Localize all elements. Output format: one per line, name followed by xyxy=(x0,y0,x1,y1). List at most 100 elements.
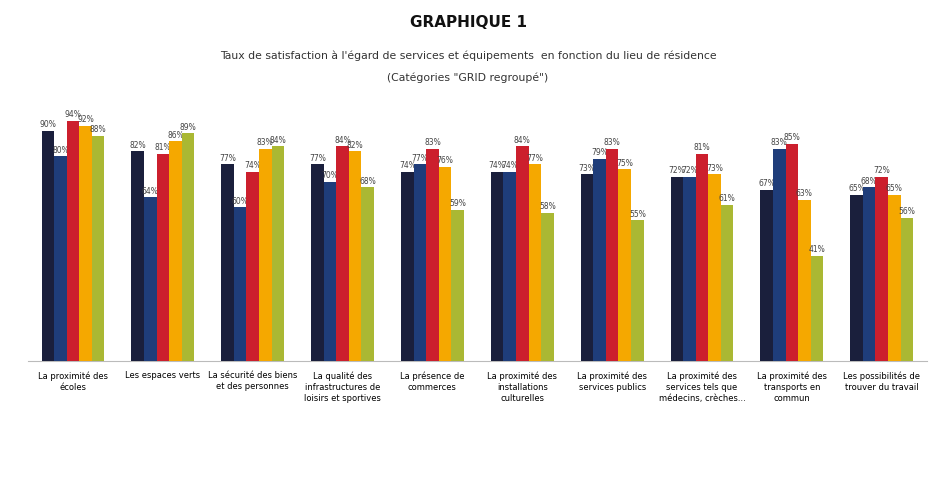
Bar xyxy=(414,164,426,361)
Bar xyxy=(798,200,811,361)
Text: 79%: 79% xyxy=(592,148,608,157)
Text: 74%: 74% xyxy=(244,161,261,170)
Bar xyxy=(850,195,863,361)
Text: 83%: 83% xyxy=(771,138,788,147)
Text: 85%: 85% xyxy=(783,133,800,142)
Bar xyxy=(144,197,156,361)
Bar xyxy=(324,182,336,361)
Text: 89%: 89% xyxy=(180,123,197,132)
Bar xyxy=(504,172,516,361)
Text: 56%: 56% xyxy=(899,207,915,216)
Bar xyxy=(156,154,169,361)
Bar xyxy=(900,218,914,361)
Text: 81%: 81% xyxy=(694,143,710,152)
Bar xyxy=(541,212,554,361)
Bar xyxy=(439,167,451,361)
Text: 74%: 74% xyxy=(489,161,505,170)
Bar xyxy=(246,172,259,361)
Text: 73%: 73% xyxy=(706,164,723,173)
Text: 68%: 68% xyxy=(359,176,376,185)
Text: (Catégories "GRID regroupé"): (Catégories "GRID regroupé") xyxy=(388,73,548,83)
Bar xyxy=(182,133,195,361)
Text: 68%: 68% xyxy=(861,176,878,185)
Text: 67%: 67% xyxy=(758,179,775,188)
Text: 83%: 83% xyxy=(424,138,441,147)
Bar xyxy=(41,131,54,361)
Bar xyxy=(811,256,824,361)
Text: 82%: 82% xyxy=(129,141,146,150)
Text: 84%: 84% xyxy=(270,136,286,145)
Bar xyxy=(516,146,529,361)
Text: 77%: 77% xyxy=(309,153,326,162)
Bar xyxy=(631,220,644,361)
Text: 72%: 72% xyxy=(873,166,890,175)
Bar xyxy=(361,187,374,361)
Bar xyxy=(888,195,900,361)
Bar xyxy=(760,189,773,361)
Bar xyxy=(336,146,349,361)
Bar xyxy=(92,136,105,361)
Text: 65%: 65% xyxy=(885,184,902,193)
Bar xyxy=(606,149,619,361)
Bar xyxy=(785,144,798,361)
Text: 94%: 94% xyxy=(65,110,81,119)
Text: 59%: 59% xyxy=(449,199,466,208)
Bar xyxy=(234,207,246,361)
Text: 83%: 83% xyxy=(604,138,621,147)
Bar xyxy=(426,149,439,361)
Bar xyxy=(863,187,875,361)
Text: 75%: 75% xyxy=(616,159,633,168)
Text: 83%: 83% xyxy=(256,138,273,147)
Bar xyxy=(451,210,464,361)
Text: 86%: 86% xyxy=(167,131,183,140)
Bar xyxy=(221,164,234,361)
Text: 84%: 84% xyxy=(334,136,351,145)
Text: 90%: 90% xyxy=(39,120,56,129)
Text: 92%: 92% xyxy=(77,115,94,124)
Bar xyxy=(529,164,541,361)
Text: 61%: 61% xyxy=(719,194,736,203)
Bar xyxy=(875,177,888,361)
Bar xyxy=(619,169,631,361)
Bar xyxy=(721,205,734,361)
Text: 74%: 74% xyxy=(502,161,519,170)
Bar xyxy=(580,174,593,361)
Bar xyxy=(593,159,606,361)
Text: 64%: 64% xyxy=(142,187,159,196)
Text: 81%: 81% xyxy=(154,143,171,152)
Text: 77%: 77% xyxy=(526,153,543,162)
Text: 80%: 80% xyxy=(52,146,69,155)
Text: 41%: 41% xyxy=(809,245,826,255)
Text: Taux de satisfaction à l'égard de services et équipements  en fonction du lieu d: Taux de satisfaction à l'égard de servic… xyxy=(220,50,716,61)
Bar xyxy=(311,164,324,361)
Text: 88%: 88% xyxy=(90,125,107,134)
Text: 84%: 84% xyxy=(514,136,531,145)
Text: 63%: 63% xyxy=(796,189,812,198)
Bar xyxy=(131,151,144,361)
Text: 82%: 82% xyxy=(347,141,363,150)
Text: 72%: 72% xyxy=(668,166,685,175)
Bar xyxy=(709,174,721,361)
Bar xyxy=(683,177,695,361)
Text: GRAPHIQUE 1: GRAPHIQUE 1 xyxy=(410,15,527,30)
Text: 74%: 74% xyxy=(399,161,416,170)
Bar xyxy=(670,177,683,361)
Bar xyxy=(349,151,361,361)
Bar xyxy=(54,156,66,361)
Bar xyxy=(169,141,182,361)
Bar xyxy=(66,121,80,361)
Bar xyxy=(271,146,285,361)
Bar xyxy=(401,172,414,361)
Bar xyxy=(773,149,785,361)
Bar xyxy=(695,154,709,361)
Text: 65%: 65% xyxy=(848,184,865,193)
Text: 72%: 72% xyxy=(681,166,698,175)
Text: 58%: 58% xyxy=(539,202,556,211)
Text: 70%: 70% xyxy=(322,171,339,180)
Text: 77%: 77% xyxy=(219,153,236,162)
Text: 60%: 60% xyxy=(232,197,249,206)
Text: 76%: 76% xyxy=(436,156,453,165)
Bar xyxy=(259,149,271,361)
Bar xyxy=(490,172,504,361)
Text: 73%: 73% xyxy=(578,164,595,173)
